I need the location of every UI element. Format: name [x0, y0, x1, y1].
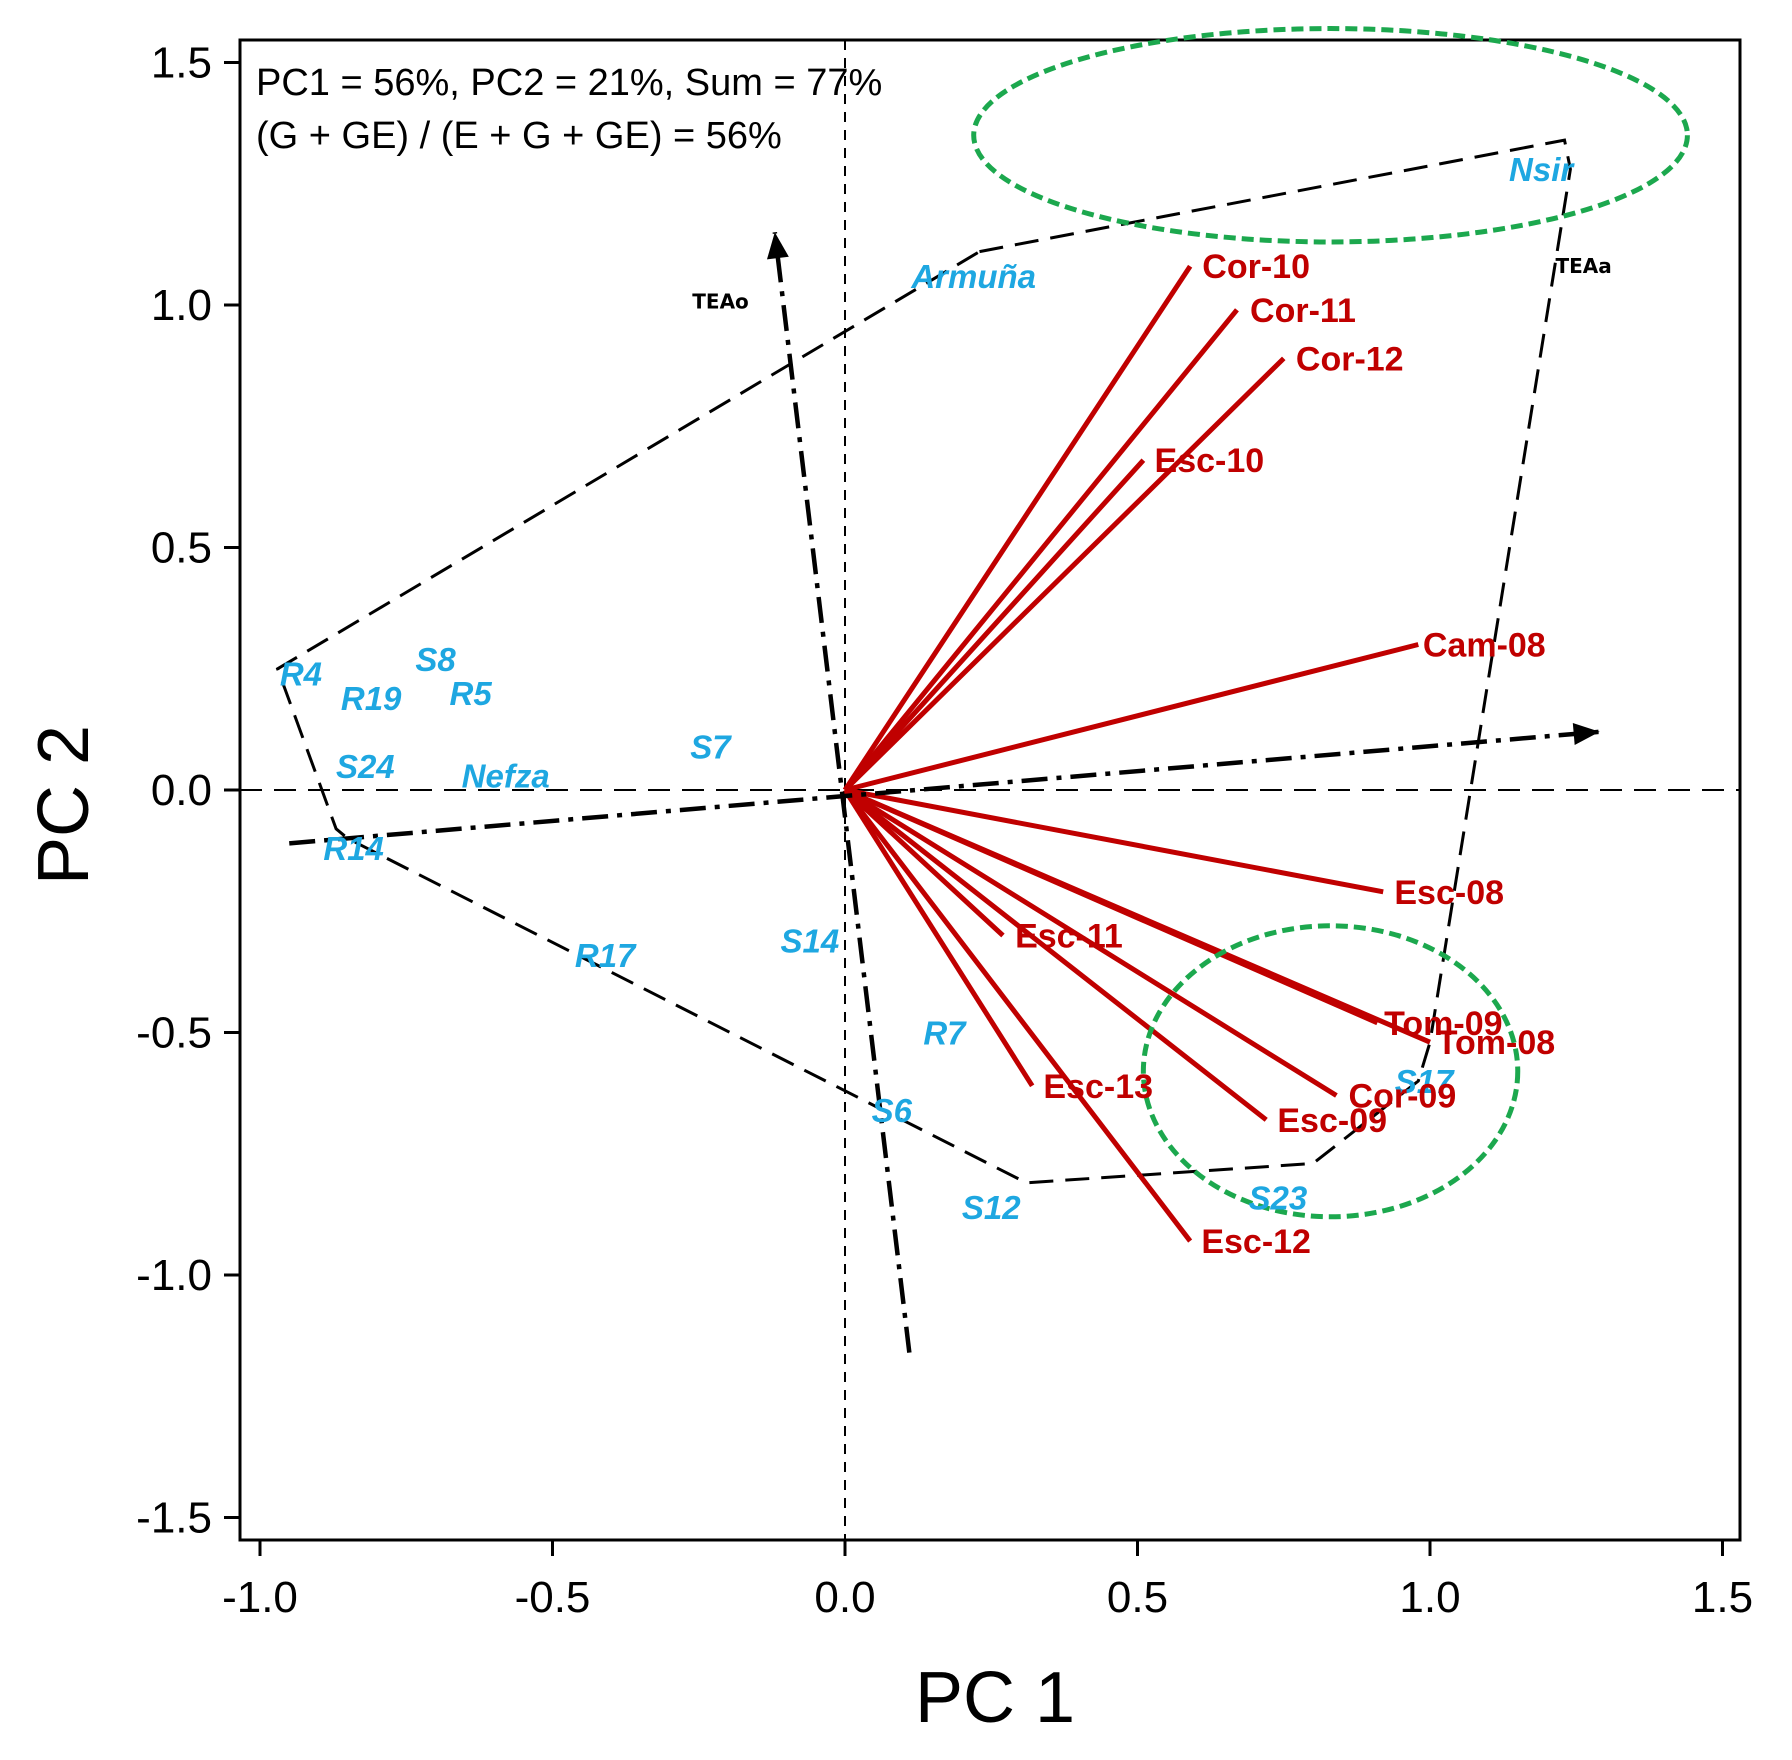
genotype-label: R19: [341, 680, 402, 717]
axis-arrow-line: [772, 231, 912, 1353]
axis-arrow-label-teaa: TEAa: [1556, 254, 1612, 278]
x-tick-label: 0.5: [1107, 1573, 1168, 1622]
environment-label: Esc-13: [1043, 1068, 1153, 1106]
annotation-variance: PC1 = 56%, PC2 = 21%, Sum = 77%: [256, 62, 882, 104]
environment-label: Esc-08: [1394, 874, 1504, 912]
environment-label: Cor-09: [1349, 1078, 1457, 1116]
environment-vector: [844, 787, 1384, 895]
genotype-label: Nsir: [1509, 151, 1575, 188]
genotype-label: S8: [415, 641, 456, 678]
environment-vector: [843, 788, 1005, 938]
environment-label: Tom-09: [1384, 1005, 1502, 1043]
genotype-label: R4: [280, 656, 322, 693]
environment-vector: [843, 788, 1193, 1243]
environment-vector: [842, 788, 1035, 1088]
environment-label: Tom-08: [1437, 1024, 1555, 1062]
y-tick-label: -1.0: [136, 1251, 212, 1300]
genotype-label: S17: [1395, 1063, 1455, 1100]
environment-label: Esc-09: [1277, 1102, 1387, 1140]
y-tick-label: -1.5: [136, 1494, 212, 1543]
genotype-label: S14: [781, 922, 840, 959]
convex-hull: [275, 138, 1572, 1185]
x-tick-label: -0.5: [515, 1573, 591, 1622]
environment-label: Cor-10: [1202, 248, 1310, 286]
genotype-label: S7: [690, 728, 732, 765]
x-tick-label: 1.5: [1692, 1573, 1753, 1622]
environment-label: Cam-08: [1423, 627, 1546, 665]
genotype-label: Nefza: [462, 757, 550, 794]
x-tick-label: 0.0: [814, 1573, 875, 1622]
arrowhead-icon: [766, 232, 789, 260]
environment-label: Cor-12: [1296, 340, 1404, 378]
genotype-label: R17: [575, 937, 637, 974]
x-tick-label: -1.0: [222, 1573, 298, 1622]
genotype-label: S6: [872, 1092, 913, 1129]
environment-label: Esc-10: [1155, 442, 1265, 480]
environment-vector: [844, 787, 1431, 1045]
y-tick-label: 0.0: [151, 766, 212, 815]
genotype-label: R7: [923, 1015, 967, 1052]
environment-vector: [843, 788, 1268, 1122]
annotation-gge-ratio: (G + GE) / (E + G + GE) = 56%: [256, 115, 782, 157]
genotype-label: S12: [962, 1189, 1021, 1226]
x-tick-label: 1.0: [1399, 1573, 1460, 1622]
y-axis-title: PC 2: [24, 725, 104, 885]
y-tick-label: 0.5: [151, 524, 212, 573]
genotype-label: S24: [336, 748, 395, 785]
environment-label: Esc-11: [1015, 918, 1123, 956]
environment-vector: [843, 787, 1338, 1098]
y-tick-label: 1.0: [151, 281, 212, 330]
genotype-label: S23: [1249, 1179, 1308, 1216]
environment-vector: [842, 264, 1193, 792]
axis-arrow-label-teao: TEAo: [692, 289, 749, 313]
cluster-ellipse: [1140, 923, 1521, 1220]
environment-label: Cor-11: [1250, 292, 1356, 330]
environment-vector: [844, 642, 1419, 793]
genotype-label: R5: [450, 675, 493, 712]
genotype-label: Armuña: [910, 258, 1036, 295]
cluster-ellipse: [971, 26, 1690, 245]
axis-arrow-line: [289, 729, 1600, 846]
environment-vector: [843, 458, 1146, 792]
environment-vector: [843, 308, 1239, 792]
y-tick-label: -0.5: [136, 1009, 212, 1058]
x-axis-title: PC 1: [915, 1658, 1075, 1738]
genotype-label: R14: [323, 830, 384, 867]
y-tick-label: 1.5: [151, 39, 212, 88]
arrowhead-icon: [1572, 723, 1600, 745]
environment-label: Esc-12: [1201, 1223, 1311, 1261]
environment-vector: [843, 356, 1286, 792]
